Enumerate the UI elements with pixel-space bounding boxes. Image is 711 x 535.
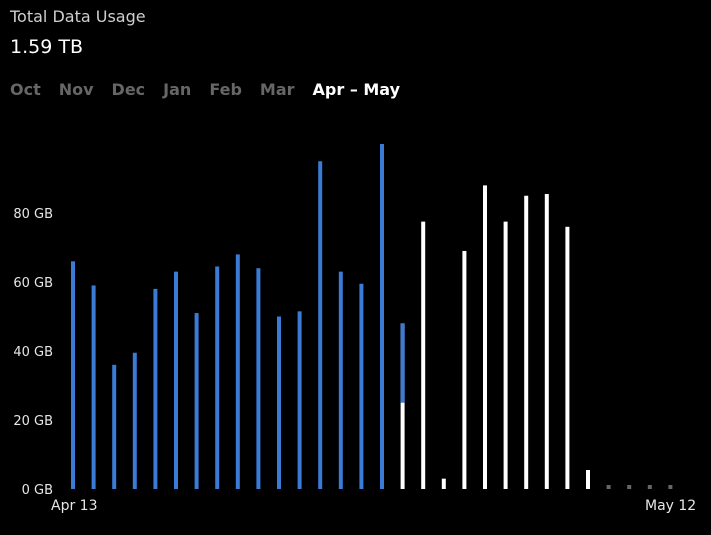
bar-actual xyxy=(153,288,158,489)
bar-actual xyxy=(194,313,199,489)
bar-actual xyxy=(338,271,343,489)
bar-projected xyxy=(462,250,467,489)
bar-actual xyxy=(297,311,302,489)
bar-projected xyxy=(524,195,529,489)
y-tick-label: 20 GB xyxy=(13,414,53,429)
bar-actual xyxy=(174,271,178,489)
bar-projected xyxy=(503,221,508,489)
tab-jan[interactable]: Jan xyxy=(163,80,192,99)
y-tick-label: 60 GB xyxy=(13,276,53,291)
header-title: Total Data Usage xyxy=(10,7,146,26)
bar-actual xyxy=(132,352,137,489)
bar-actual xyxy=(215,266,220,489)
tab-apr-may[interactable]: Apr – May xyxy=(312,80,401,99)
bar-actual xyxy=(380,144,384,489)
bar-actual xyxy=(318,161,323,489)
bar-projected xyxy=(421,221,426,489)
period-tabs: Oct Nov Dec Jan Feb Mar Apr – May xyxy=(10,80,418,99)
bar-actual xyxy=(256,268,261,489)
bar-empty xyxy=(627,485,632,489)
y-tick-label: 40 GB xyxy=(13,345,53,360)
bar-actual xyxy=(277,316,281,489)
bar-projected xyxy=(544,194,549,489)
bar-actual xyxy=(71,261,75,489)
x-tick-start: Apr 13 xyxy=(51,498,97,514)
y-axis: 0 GB 20 GB 40 GB 60 GB 80 GB xyxy=(13,207,53,498)
y-tick-label: 0 GB xyxy=(22,483,53,498)
y-tick-label: 80 GB xyxy=(13,207,53,222)
x-tick-end: May 12 xyxy=(645,498,696,514)
bar-actual xyxy=(400,323,405,403)
bar-actual xyxy=(359,283,364,489)
bars xyxy=(71,144,673,490)
tab-oct[interactable]: Oct xyxy=(10,80,41,99)
bar-actual xyxy=(91,285,96,489)
bar-projected xyxy=(483,185,487,489)
bar-projected xyxy=(441,478,446,489)
bar-empty xyxy=(668,485,673,489)
bar-empty xyxy=(606,485,611,489)
tab-feb[interactable]: Feb xyxy=(209,80,242,99)
bar-actual xyxy=(235,254,240,489)
tab-mar[interactable]: Mar xyxy=(259,80,295,99)
bar-projected xyxy=(586,470,590,489)
bar-empty xyxy=(647,485,652,489)
bar-projected xyxy=(400,323,405,489)
total-usage: 1.59 TB xyxy=(10,36,83,58)
bar-actual xyxy=(112,364,117,489)
bar-projected xyxy=(565,226,570,490)
tab-nov[interactable]: Nov xyxy=(58,80,94,99)
tab-dec[interactable]: Dec xyxy=(111,80,146,99)
